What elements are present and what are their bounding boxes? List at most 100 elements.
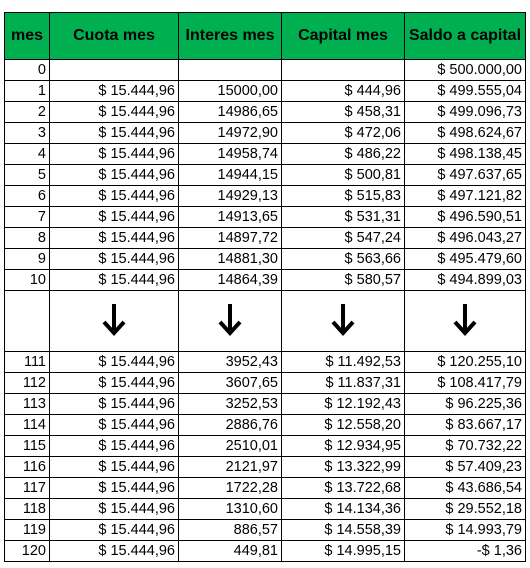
cell-saldo: $ 494.899,03 xyxy=(404,269,526,291)
table-row: 5 $ 15.444,96 14944,15 $ 500,81 $ 497.637,65 xyxy=(4,164,526,186)
cell-cuota: $ 15.444,96 xyxy=(49,540,179,562)
header-interes-mes: Interes mes xyxy=(178,12,282,60)
cell-saldo: $ 70.732,22 xyxy=(404,435,526,457)
cell-cuota: $ 15.444,96 xyxy=(49,372,179,394)
table-row: 116 $ 15.444,96 2121,97 $ 13.322,99 $ 57.409… xyxy=(4,456,526,478)
cell-interes: 14986,65 xyxy=(178,101,282,123)
cell-cuota: $ 15.444,96 xyxy=(49,393,179,415)
cell-saldo: $ 43.686,54 xyxy=(404,477,526,499)
cell-mes: 119 xyxy=(4,519,50,541)
arrow-down-icon xyxy=(99,301,129,337)
cell-mes: 113 xyxy=(4,393,50,415)
cell-cuota: $ 15.444,96 xyxy=(49,185,179,207)
cell-interes: 886,57 xyxy=(178,519,282,541)
cell-interes: 2510,01 xyxy=(178,435,282,457)
cell-interes xyxy=(178,59,282,81)
cell-cuota: $ 15.444,96 xyxy=(49,269,179,291)
cell-mes: 5 xyxy=(4,164,50,186)
amortization-table: mes Cuota mes Interes mes Capital mes Sa… xyxy=(4,12,526,562)
cell-cuota: $ 15.444,96 xyxy=(49,248,179,270)
gap-row xyxy=(4,290,526,352)
header-cuota-mes: Cuota mes xyxy=(49,12,179,60)
table-row: 112 $ 15.444,96 3607,65 $ 11.837,31 $ 108.41… xyxy=(4,372,526,394)
cell-cuota: $ 15.444,96 xyxy=(49,101,179,123)
cell-capital: $ 12.934,95 xyxy=(281,435,405,457)
cell-mes: 7 xyxy=(4,206,50,228)
cell-cuota: $ 15.444,96 xyxy=(49,206,179,228)
cell-interes: 1722,28 xyxy=(178,477,282,499)
table-row: 2 $ 15.444,96 14986,65 $ 458,31 $ 499.096,73 xyxy=(4,101,526,123)
cell-cuota xyxy=(49,59,179,81)
cell-saldo: $ 496.590,51 xyxy=(404,206,526,228)
table-row: 115 $ 15.444,96 2510,01 $ 12.934,95 $ 70.732… xyxy=(4,435,526,457)
gap-cell xyxy=(4,290,50,352)
cell-interes: 14958,74 xyxy=(178,143,282,165)
arrow-down-icon xyxy=(328,301,358,337)
cell-cuota: $ 15.444,96 xyxy=(49,143,179,165)
header-capital-mes: Capital mes xyxy=(281,12,405,60)
cell-capital: $ 458,31 xyxy=(281,101,405,123)
cell-mes: 114 xyxy=(4,414,50,436)
cell-capital: $ 11.492,53 xyxy=(281,351,405,373)
cell-mes: 120 xyxy=(4,540,50,562)
gap-cell xyxy=(178,290,282,352)
cell-interes: 1310,60 xyxy=(178,498,282,520)
cell-cuota: $ 15.444,96 xyxy=(49,519,179,541)
cell-interes: 14929,13 xyxy=(178,185,282,207)
cell-mes: 111 xyxy=(4,351,50,373)
header-row: mes Cuota mes Interes mes Capital mes Sa… xyxy=(4,12,526,60)
table-row: 117 $ 15.444,96 1722,28 $ 13.722,68 $ 43.686… xyxy=(4,477,526,499)
cell-saldo: $ 496.043,27 xyxy=(404,227,526,249)
cell-mes: 2 xyxy=(4,101,50,123)
cell-mes: 8 xyxy=(4,227,50,249)
cell-capital: $ 14.134,36 xyxy=(281,498,405,520)
cell-mes: 116 xyxy=(4,456,50,478)
cell-saldo: $ 497.637,65 xyxy=(404,164,526,186)
cell-saldo: $ 29.552,18 xyxy=(404,498,526,520)
cell-cuota: $ 15.444,96 xyxy=(49,477,179,499)
gap-cell xyxy=(49,290,179,352)
cell-mes: 4 xyxy=(4,143,50,165)
cell-saldo: $ 120.255,10 xyxy=(404,351,526,373)
cell-mes: 118 xyxy=(4,498,50,520)
cell-cuota: $ 15.444,96 xyxy=(49,456,179,478)
cell-cuota: $ 15.444,96 xyxy=(49,498,179,520)
table-row: 3 $ 15.444,96 14972,90 $ 472,06 $ 498.624,67 xyxy=(4,122,526,144)
cell-capital: $ 547,24 xyxy=(281,227,405,249)
cell-mes: 0 xyxy=(4,59,50,81)
cell-capital: $ 14.995,15 xyxy=(281,540,405,562)
cell-cuota: $ 15.444,96 xyxy=(49,122,179,144)
table-row: 1 $ 15.444,96 15000,00 $ 444,96 $ 499.555,04 xyxy=(4,80,526,102)
cell-saldo: $ 57.409,23 xyxy=(404,456,526,478)
cell-cuota: $ 15.444,96 xyxy=(49,351,179,373)
cell-interes: 3607,65 xyxy=(178,372,282,394)
table-row: 114 $ 15.444,96 2886,76 $ 12.558,20 $ 83.667… xyxy=(4,414,526,436)
cell-capital xyxy=(281,59,405,81)
arrow-down-icon xyxy=(215,301,245,337)
table-row: 7 $ 15.444,96 14913,65 $ 531,31 $ 496.590,51 xyxy=(4,206,526,228)
cell-saldo: $ 500.000,00 xyxy=(404,59,526,81)
cell-capital: $ 12.558,20 xyxy=(281,414,405,436)
cell-capital: $ 486,22 xyxy=(281,143,405,165)
cell-cuota: $ 15.444,96 xyxy=(49,80,179,102)
table-row: 4 $ 15.444,96 14958,74 $ 486,22 $ 498.138,45 xyxy=(4,143,526,165)
cell-capital: $ 500,81 xyxy=(281,164,405,186)
cell-saldo: $ 83.667,17 xyxy=(404,414,526,436)
gap-cell xyxy=(281,290,405,352)
cell-interes: 14944,15 xyxy=(178,164,282,186)
cell-cuota: $ 15.444,96 xyxy=(49,414,179,436)
gap-cell xyxy=(404,290,526,352)
header-saldo-capital: Saldo a capital xyxy=(404,12,526,60)
cell-saldo: $ 495.479,60 xyxy=(404,248,526,270)
cell-interes: 14881,30 xyxy=(178,248,282,270)
arrow-down-icon xyxy=(450,301,480,337)
cell-saldo: -$ 1,36 xyxy=(404,540,526,562)
cell-interes: 14897,72 xyxy=(178,227,282,249)
cell-capital: $ 14.558,39 xyxy=(281,519,405,541)
cell-mes: 3 xyxy=(4,122,50,144)
cell-mes: 117 xyxy=(4,477,50,499)
cell-interes: 14972,90 xyxy=(178,122,282,144)
cell-saldo: $ 499.555,04 xyxy=(404,80,526,102)
table-row: 118 $ 15.444,96 1310,60 $ 14.134,36 $ 29.552… xyxy=(4,498,526,520)
cell-interes: 3952,43 xyxy=(178,351,282,373)
